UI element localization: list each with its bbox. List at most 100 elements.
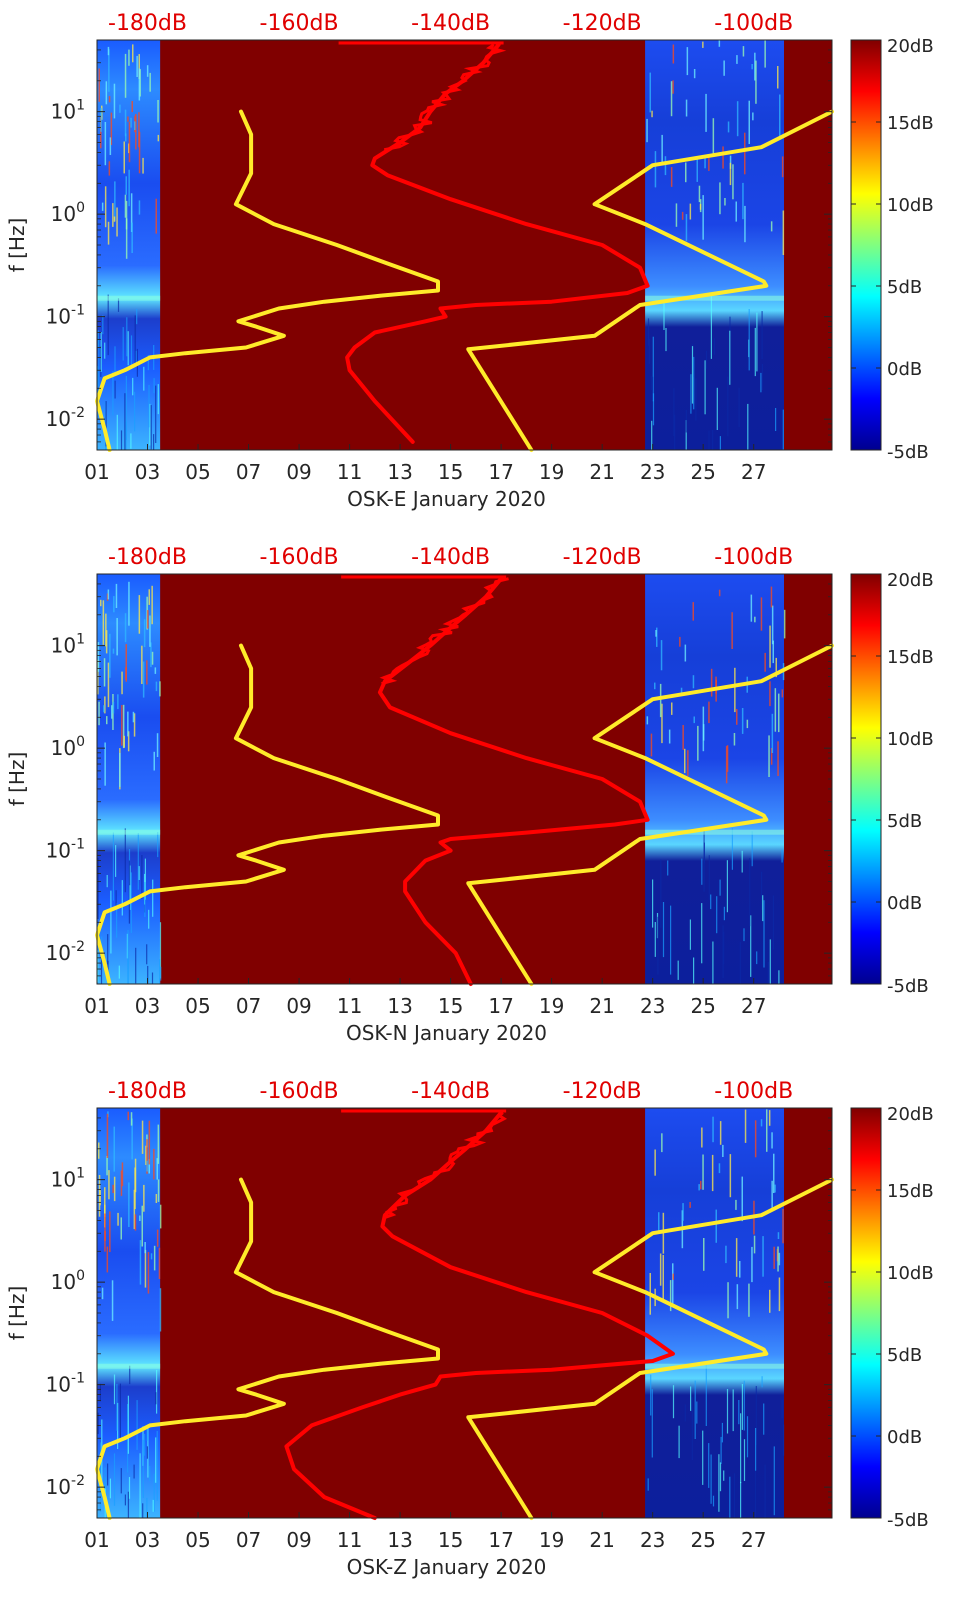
spectrogram-streak: [754, 327, 756, 377]
spectrogram-streak: [668, 729, 671, 744]
spectrogram-streak: [124, 109, 127, 137]
spectrogram-streak: [697, 725, 699, 761]
spectrogram-streak: [133, 713, 136, 737]
x-tick-label: 13: [387, 994, 412, 1018]
x-tick-label: 23: [640, 460, 665, 484]
spectrogram-streak: [104, 342, 106, 359]
spectrogram-streak: [712, 1495, 715, 1507]
spectrogram-streak: [778, 970, 780, 984]
spectrogram-streak: [117, 298, 120, 312]
spectrogram-streak: [97, 366, 99, 404]
spectrogram-streak: [704, 156, 706, 169]
spectrogram-streak: [143, 619, 146, 648]
spectrogram-streak: [675, 203, 678, 227]
spectrogram-streak: [98, 701, 100, 726]
spectrogram-streak: [136, 1400, 138, 1450]
spectrogram-streak: [720, 1436, 722, 1464]
spectrogram-streak: [109, 137, 112, 155]
spectrogram-streak: [155, 1392, 157, 1405]
spectrogram-streak: [113, 1374, 116, 1405]
spectrogram-streak: [716, 896, 718, 934]
spectrogram-streak: [141, 1120, 144, 1154]
spectrogram-streak: [158, 1247, 161, 1279]
spectrogram-streak: [743, 1380, 745, 1431]
spectrogram-streak: [156, 1229, 159, 1247]
spectrogram-streak: [119, 104, 121, 113]
spectrogram-streak: [750, 915, 752, 977]
spectrogram-streak: [718, 1163, 721, 1174]
spectrogram-streak: [113, 216, 116, 222]
spectrogram-streak: [149, 72, 151, 92]
spectrogram-streak: [141, 645, 143, 684]
spectrogram-streak: [648, 338, 650, 364]
spectrogram-streak: [778, 1252, 781, 1266]
spectrogram-streak: [107, 46, 110, 56]
x-tick-label: 01: [84, 460, 109, 484]
x-tick-label: 25: [690, 460, 715, 484]
spectrogram-streak: [725, 1245, 727, 1264]
top-db-tick-label: -100dB: [714, 11, 793, 36]
spectrogram-streak: [117, 1402, 119, 1449]
spectrogram-streak: [146, 1160, 148, 1172]
spectrogram-streak: [125, 133, 127, 142]
spectrogram-streak: [151, 651, 154, 665]
spectrogram-streak: [741, 850, 743, 873]
x-tick-label: 21: [589, 1528, 614, 1552]
spectrogram-streak: [109, 1478, 111, 1499]
spectrogram-streak: [696, 1401, 698, 1424]
spectrogram-streak: [783, 609, 786, 639]
spectrogram-streak: [702, 1430, 704, 1485]
spectrogram-streak: [685, 420, 687, 450]
spectrogram-streak: [146, 944, 148, 965]
spectrogram-streak: [120, 430, 123, 450]
spectrogram-streak: [729, 316, 731, 337]
spectrogram-streak: [729, 1476, 731, 1518]
microseism-band: [645, 1363, 785, 1369]
spectrogram-streak: [142, 1503, 144, 1518]
spectrogram-streak: [727, 121, 730, 133]
y-tick-label: 10-1: [46, 1371, 85, 1397]
spectrogram-streak: [101, 1287, 104, 1300]
spectrogram-streak: [753, 1235, 756, 1254]
spectrogram-streak: [128, 1477, 131, 1499]
top-db-tick-label: -120dB: [563, 11, 642, 36]
y-tick-label: 100: [51, 200, 85, 226]
spectrogram-streak: [722, 146, 724, 169]
colorbar: [850, 573, 882, 985]
spectrogram-streak: [144, 882, 146, 917]
spectrogram-streak: [782, 409, 784, 450]
spectrogram-streak: [669, 1280, 672, 1312]
spectrogram-streak: [152, 1499, 154, 1512]
spectrogram-streak: [107, 1463, 109, 1486]
spectrogram-streak: [726, 860, 728, 913]
spectrogram-streak: [689, 203, 692, 220]
spectrogram-streak: [659, 683, 662, 718]
spectrogram-streak: [126, 317, 128, 357]
spectrogram-streak: [777, 1246, 779, 1272]
x-tick-label: 13: [387, 1528, 412, 1552]
spectrogram-streak: [112, 371, 114, 416]
spectrogram-streak: [767, 961, 769, 984]
spectrogram-streak: [769, 939, 771, 984]
spectrogram-streak: [107, 221, 110, 245]
spectrogram-streak: [102, 315, 104, 335]
spectrogram-streak: [104, 1204, 106, 1217]
spectrogram-streak: [112, 203, 114, 227]
spectrogram-streak: [148, 589, 150, 605]
x-tick-label: 11: [337, 460, 362, 484]
spectrogram-streak: [769, 625, 771, 668]
y-tick-label: 10-1: [46, 837, 85, 863]
spectrogram-streak: [153, 1473, 155, 1512]
colorbar-tick-label: -5dB: [887, 1510, 929, 1531]
spectrogram-streak: [106, 1113, 109, 1158]
colorbar-tick-label: 20dB: [887, 1104, 934, 1125]
x-tick-label: 03: [135, 1528, 160, 1552]
x-tick-label: 07: [236, 994, 261, 1018]
spectrogram-streak: [685, 214, 688, 242]
spectrogram-streak: [722, 925, 724, 978]
red-noise-jitter: [379, 577, 509, 686]
spectrogram-streak: [761, 871, 763, 911]
spectrogram-streak: [124, 393, 126, 450]
spectrogram-streak: [157, 134, 160, 142]
spectrogram-streak: [696, 158, 698, 182]
